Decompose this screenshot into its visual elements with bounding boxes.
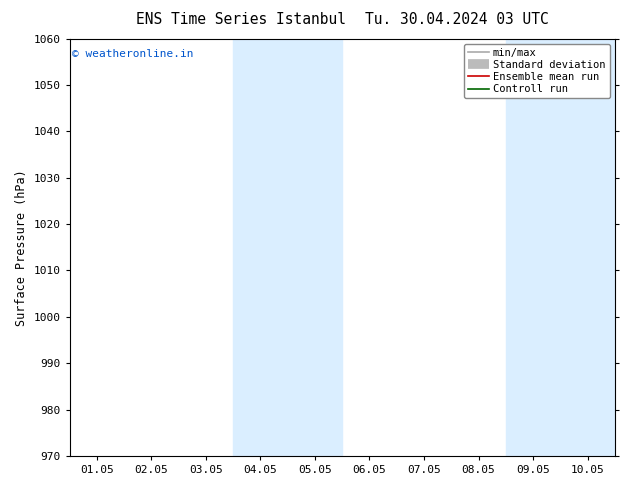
Bar (233, 39, 288, 456)
Bar (560, 39, 615, 456)
Y-axis label: Surface Pressure (hPa): Surface Pressure (hPa) (15, 169, 28, 326)
Bar (506, 39, 560, 456)
Legend: min/max, Standard deviation, Ensemble mean run, Controll run: min/max, Standard deviation, Ensemble me… (464, 44, 610, 98)
Text: ENS Time Series Istanbul: ENS Time Series Istanbul (136, 12, 346, 27)
Text: © weatheronline.in: © weatheronline.in (72, 49, 194, 59)
Text: Tu. 30.04.2024 03 UTC: Tu. 30.04.2024 03 UTC (365, 12, 548, 27)
Bar (288, 39, 342, 456)
